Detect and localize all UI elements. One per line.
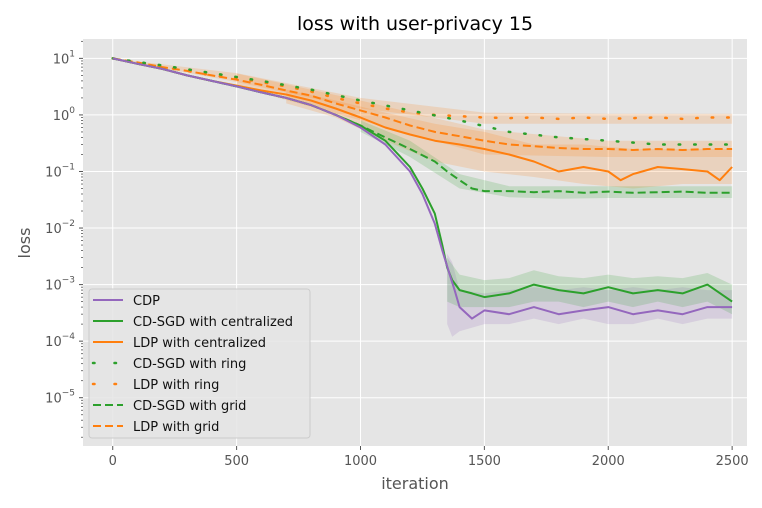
x-tick-label: 500 [224, 454, 249, 469]
y-tick-label: 10−3 [45, 276, 75, 294]
x-tick-label: 2500 [716, 454, 749, 469]
x-axis-label: iteration [381, 474, 449, 493]
x-tick-label: 1500 [468, 454, 501, 469]
gridlines [83, 39, 747, 446]
x-tick-label: 1000 [344, 454, 377, 469]
series-lines [111, 57, 734, 320]
band-series-0 [447, 253, 733, 337]
x-axis-ticks: 0 500 1000 1500 2000 2500 [109, 446, 749, 469]
line-series-3 [111, 57, 734, 146]
band-series-1 [447, 257, 733, 315]
y-tick-label: 100 [53, 106, 76, 124]
band-series-4 [112, 58, 733, 124]
legend-label-6: LDP with grid [133, 420, 219, 435]
line-series-6 [112, 57, 733, 151]
y-tick-label: 10−1 [45, 162, 75, 180]
chart-title: loss with user-privacy 15 [297, 13, 533, 35]
y-tick-label: 10−5 [45, 389, 75, 407]
confidence-bands [112, 58, 733, 337]
band-series-6 [236, 73, 733, 157]
band-series-5 [360, 120, 733, 199]
x-tick-label: 0 [109, 454, 117, 469]
legend-label-2: LDP with centralized [133, 336, 266, 351]
legend-label-4: LDP with ring [133, 378, 219, 393]
y-axis-label: loss [15, 228, 34, 259]
legend-box [88, 288, 311, 439]
legend: CDP CD-SGD with centralized LDP with centr… [88, 288, 311, 439]
y-tick-label: 101 [53, 49, 75, 67]
y-axis-ticks: 10−5 10−4 10−3 10−2 10−1 100 101 [45, 40, 83, 438]
y-tick-label: 10−4 [45, 332, 75, 350]
legend-label-5: CD-SGD with grid [133, 399, 246, 414]
band-series-2 [286, 89, 733, 189]
legend-label-3: CD-SGD with ring [133, 357, 246, 372]
legend-label-1: CD-SGD with centralized [133, 315, 293, 330]
legend-label-0: CDP [133, 294, 160, 309]
y-tick-label: 10−2 [45, 219, 75, 237]
x-tick-label: 2000 [592, 454, 625, 469]
line-series-0 [112, 57, 733, 320]
